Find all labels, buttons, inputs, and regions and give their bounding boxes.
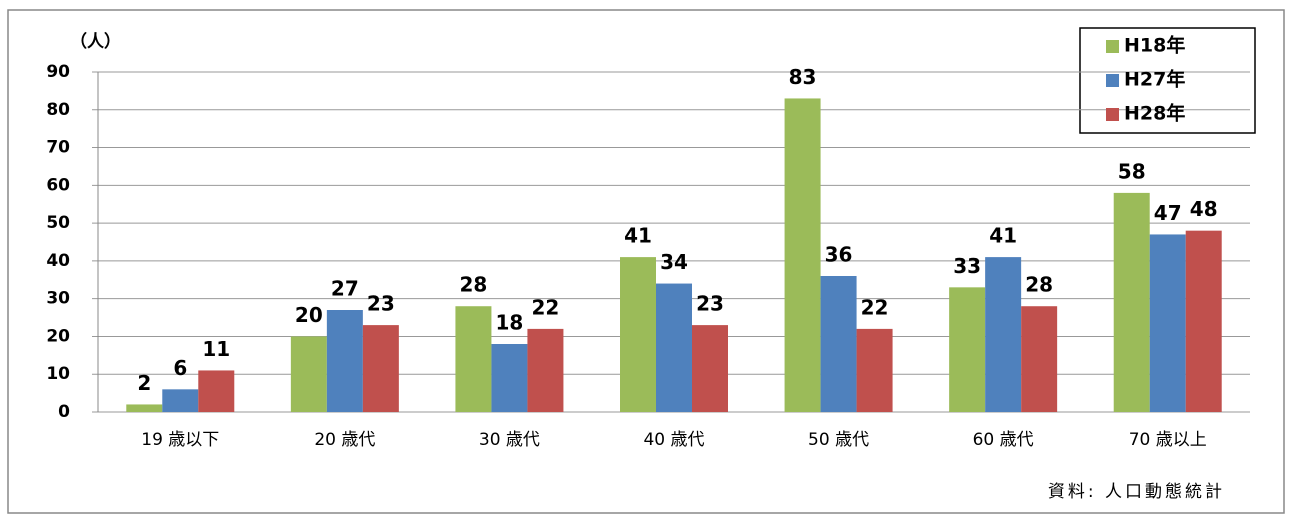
data-label: 2: [137, 371, 151, 395]
y-tick-label: 10: [46, 364, 70, 384]
data-label: 34: [660, 250, 688, 274]
frame: [7, 9, 1285, 514]
y-tick-label: 60: [46, 175, 70, 195]
bar: [692, 325, 728, 412]
y-tick-label: 50: [46, 213, 70, 233]
bar: [527, 328, 564, 412]
data-label: 58: [1118, 159, 1146, 183]
bar: [949, 287, 986, 412]
bar: [198, 370, 235, 412]
data-label: 23: [696, 292, 724, 316]
bar: [820, 276, 857, 412]
y-tick-label: 90: [46, 62, 70, 82]
y-tick-label: 80: [46, 100, 70, 120]
legend-swatch: [1106, 74, 1119, 87]
bar: [1021, 306, 1058, 412]
x-tick-label: 30 歳代: [479, 430, 540, 450]
bar: [784, 98, 821, 412]
source-note: 資料: 人口動態統計: [1048, 482, 1225, 502]
y-tick-label: 30: [46, 289, 70, 309]
x-tick-label: 60 歳代: [973, 430, 1034, 450]
bar: [1113, 192, 1150, 412]
x-tick-label: 40 歳代: [643, 430, 704, 450]
data-label: 41: [624, 224, 652, 248]
legend-label: H18年: [1124, 34, 1185, 57]
bar: [290, 336, 327, 412]
x-tick-label: 70 歳以上: [1129, 430, 1207, 450]
bar: [656, 283, 692, 412]
y-tick-label: 20: [46, 326, 70, 346]
data-label: 11: [202, 337, 230, 361]
bar: [856, 328, 893, 412]
x-tick-label: 20 歳代: [314, 430, 375, 450]
legend-swatch: [1106, 40, 1119, 53]
y-axis-label: （人）: [70, 31, 121, 52]
data-label: 41: [989, 224, 1017, 248]
data-label: 28: [460, 273, 488, 297]
bar: [162, 389, 199, 412]
bar: [1149, 234, 1186, 412]
data-label: 83: [789, 65, 817, 89]
data-label: 22: [532, 295, 560, 319]
x-tick-label: 19 歳以下: [141, 430, 219, 450]
data-label: 23: [367, 292, 395, 316]
data-label: 6: [173, 356, 187, 380]
data-label: 27: [331, 277, 359, 301]
y-tick-label: 40: [46, 251, 70, 271]
bar: [620, 257, 656, 412]
bar: [1185, 230, 1222, 412]
data-label: 20: [295, 303, 323, 327]
y-tick-label: 70: [46, 138, 70, 158]
data-label: 22: [861, 295, 889, 319]
data-label: 18: [496, 311, 524, 335]
bar: [362, 325, 399, 412]
y-tick-label: 0: [58, 402, 70, 422]
data-label: 28: [1025, 273, 1053, 297]
data-label: 33: [953, 254, 981, 278]
bar: [326, 310, 363, 412]
bar: [985, 257, 1022, 412]
bar: [455, 306, 492, 412]
data-label: 47: [1154, 201, 1182, 225]
legend-label: H28年: [1124, 102, 1185, 125]
legend-label: H27年: [1124, 68, 1185, 91]
data-label: 36: [825, 243, 853, 267]
data-label: 48: [1190, 197, 1218, 221]
bar: [491, 344, 528, 412]
legend-swatch: [1106, 108, 1119, 121]
bar: [126, 404, 163, 412]
x-tick-label: 50 歳代: [808, 430, 869, 450]
